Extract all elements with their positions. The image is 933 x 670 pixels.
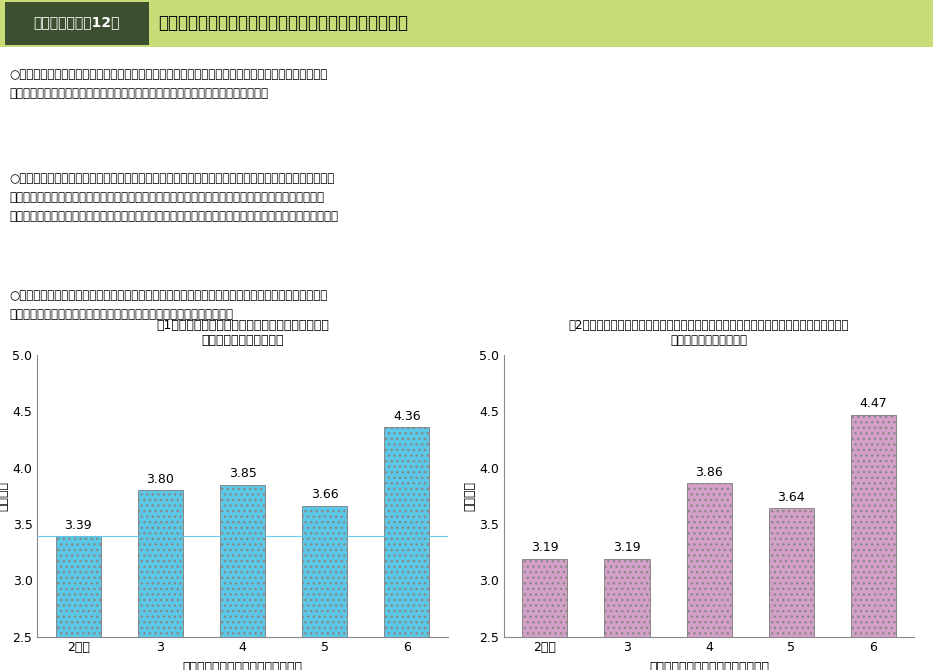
Title: （1）ワーク・エンゲイジメント・スコア別にみた
企業の労働生産性の水準: （1）ワーク・エンゲイジメント・スコア別にみた 企業の労働生産性の水準 (156, 319, 329, 347)
X-axis label: ワーク・エンゲイジメント・スコア
（加重版）: ワーク・エンゲイジメント・スコア （加重版） (649, 661, 769, 670)
FancyBboxPatch shape (5, 3, 149, 44)
Text: 3.66: 3.66 (311, 488, 339, 501)
Bar (605, 559, 649, 636)
Text: ○　逆方向の因果関係がある可能性にも留意が必要であるが、ワーク・エンゲイジメントを向上させ
　ることは、企業の労働生産性の向上につながる可能性が示唆される。: ○ 逆方向の因果関係がある可能性にも留意が必要であるが、ワーク・エンゲイジメント… (9, 289, 327, 322)
Text: 3.64: 3.64 (777, 490, 805, 504)
Y-axis label: （千円）: （千円） (463, 481, 476, 511)
Bar (138, 490, 183, 636)
Text: ○　ワーク・エンゲイジメント・スコア（正規雇用労働者比率による加重版を含む。）と労働生産性
　（マンアワーベース）の水準をみると、正の相関関係があることが示唆さ: ○ ワーク・エンゲイジメント・スコア（正規雇用労働者比率による加重版を含む。）と… (9, 68, 327, 100)
Text: 第２－（３）－12図: 第２－（３）－12図 (34, 15, 119, 29)
Bar (687, 484, 731, 636)
Text: 3.19: 3.19 (531, 541, 559, 554)
Text: 3.80: 3.80 (146, 472, 174, 486)
Title: （2）ワーク・エンゲイジメント・スコア（正規雇用労働者比率による加重版）別にみた
企業の労働生産性の水準: （2）ワーク・エンゲイジメント・スコア（正規雇用労働者比率による加重版）別にみた… (569, 319, 849, 347)
Bar (769, 508, 814, 636)
Bar (851, 415, 896, 636)
Bar (384, 427, 429, 636)
Bar (220, 484, 265, 636)
Bar (302, 506, 347, 636)
Text: 3.86: 3.86 (695, 466, 723, 479)
Text: 4.47: 4.47 (859, 397, 887, 410)
Text: 3.19: 3.19 (613, 541, 641, 554)
FancyBboxPatch shape (0, 0, 933, 47)
Y-axis label: （千円）: （千円） (0, 481, 9, 511)
Text: 3.85: 3.85 (229, 467, 257, 480)
Text: 4.36: 4.36 (393, 409, 421, 423)
Bar (56, 536, 101, 636)
Text: ワーク・エンゲイジメントと企業の労働生産性について: ワーク・エンゲイジメントと企業の労働生産性について (159, 13, 409, 31)
Text: ○　そこで、重回帰分析（最小二乗法：ＯＬＳ）による計量分析を行った結果、ワーク・エンゲイジメ
　ント・スコアと労働生産性との間には、正の相関関係があることが確認: ○ そこで、重回帰分析（最小二乗法：ＯＬＳ）による計量分析を行った結果、ワーク・… (9, 172, 339, 222)
X-axis label: ワーク・エンゲイジメント・スコア: ワーク・エンゲイジメント・スコア (183, 661, 302, 670)
Bar (522, 559, 567, 636)
Text: 3.39: 3.39 (64, 519, 92, 532)
